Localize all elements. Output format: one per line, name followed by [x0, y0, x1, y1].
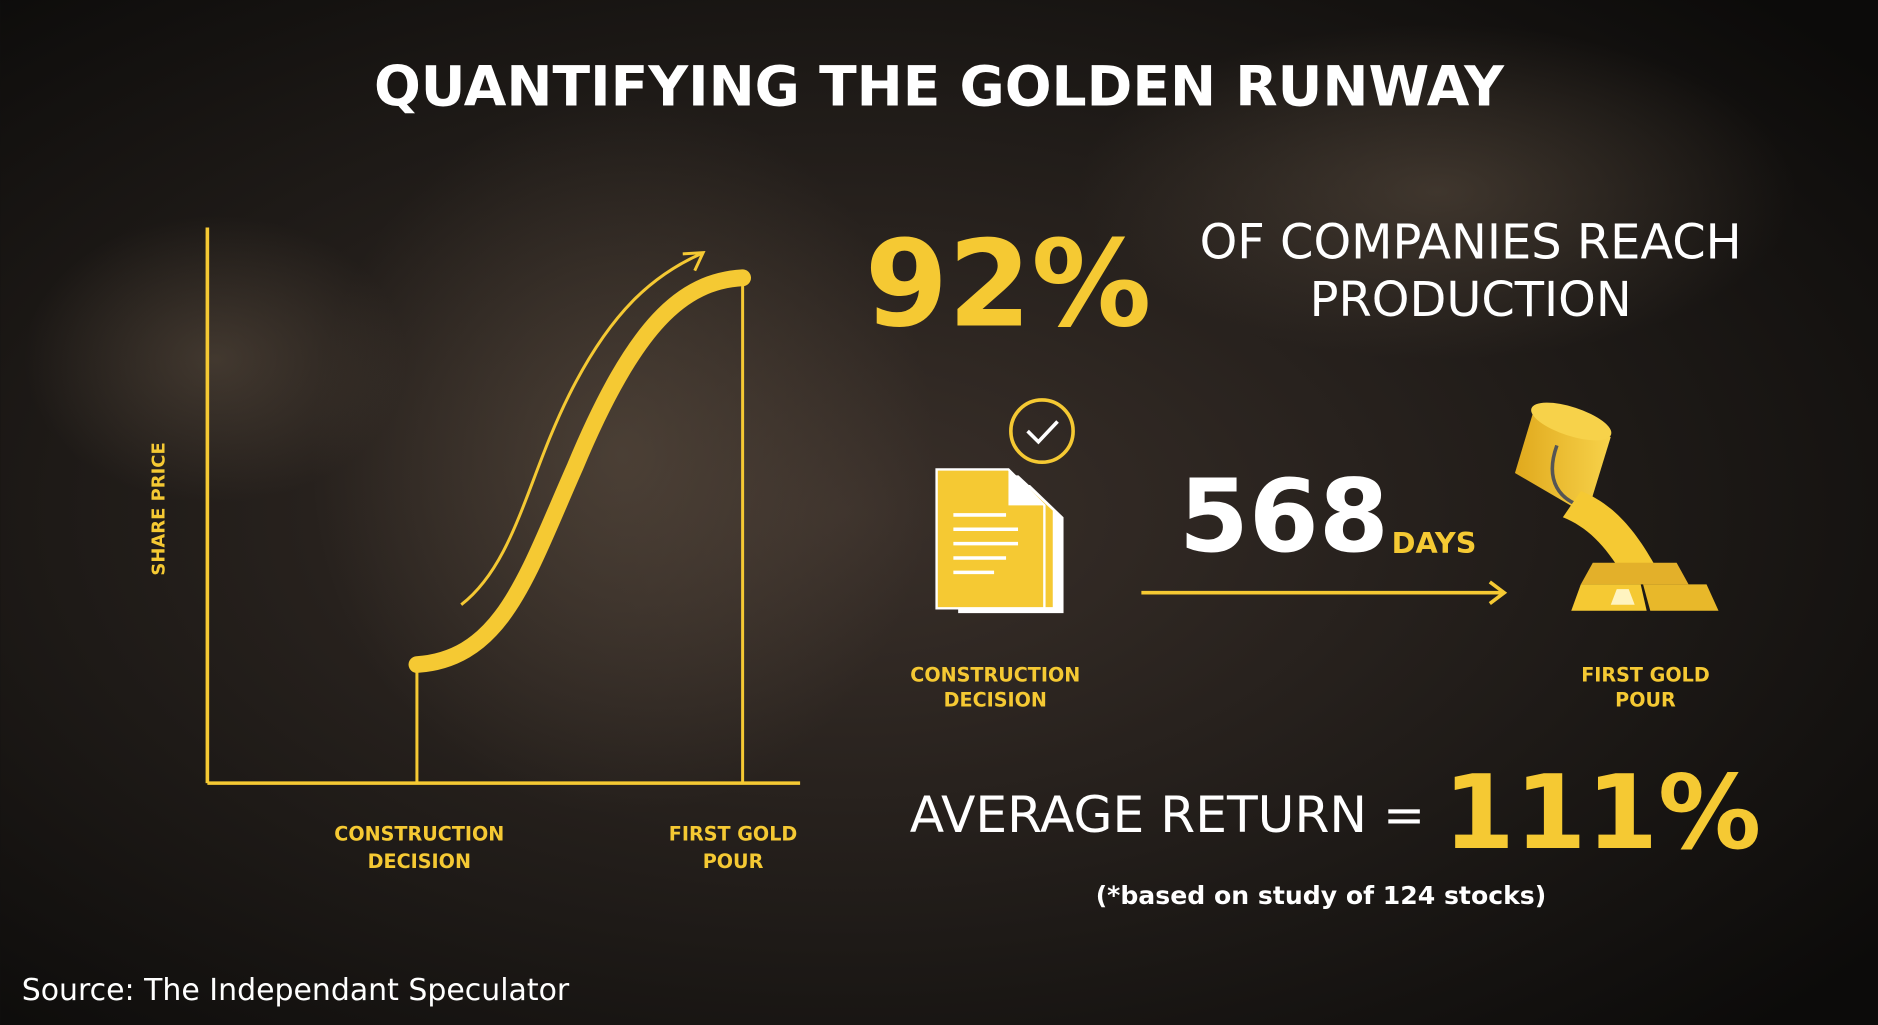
days-value: 568 — [1179, 458, 1389, 575]
trend-arrow — [460, 252, 702, 606]
document-icon — [935, 398, 1075, 614]
rock-glow — [311, 95, 935, 815]
x-label: POUR — [703, 850, 764, 873]
return-text: AVERAGE RETURN = — [910, 785, 1425, 844]
y-axis-label: SHARE PRICE — [148, 442, 169, 575]
share-value: 92% — [865, 216, 1152, 355]
x-label: DECISION — [368, 850, 471, 873]
share-text: OF COMPANIES REACH — [1200, 216, 1742, 271]
share-price-curve — [408, 269, 752, 673]
glow — [1077, 23, 1797, 360]
note: (*based on study of 124 stocks) — [1096, 881, 1547, 910]
title: QUANTIFYING THE GOLDEN RUNWAY — [374, 54, 1505, 118]
gold-pour-icon — [1514, 402, 1719, 611]
x-label: FIRST GOLD — [669, 823, 798, 846]
source: Source: The Independant Speculator — [22, 973, 570, 1008]
timeline-arrow — [1141, 580, 1508, 605]
chart — [205, 227, 801, 785]
start-label: DECISION — [944, 688, 1047, 711]
days-unit: DAYS — [1392, 526, 1477, 560]
start-label: CONSTRUCTION — [910, 663, 1080, 686]
glow — [24, 215, 408, 503]
arrow-head — [682, 251, 706, 272]
x-label: CONSTRUCTION — [334, 823, 504, 846]
share-text: PRODUCTION — [1310, 273, 1632, 328]
end-label: POUR — [1615, 688, 1676, 711]
end-label: FIRST GOLD — [1581, 663, 1710, 686]
return-value: 111% — [1443, 753, 1761, 873]
